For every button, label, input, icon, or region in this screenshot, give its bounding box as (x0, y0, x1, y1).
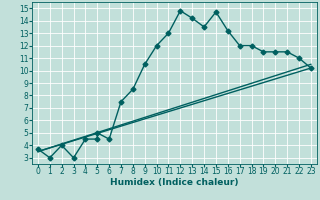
X-axis label: Humidex (Indice chaleur): Humidex (Indice chaleur) (110, 178, 239, 187)
